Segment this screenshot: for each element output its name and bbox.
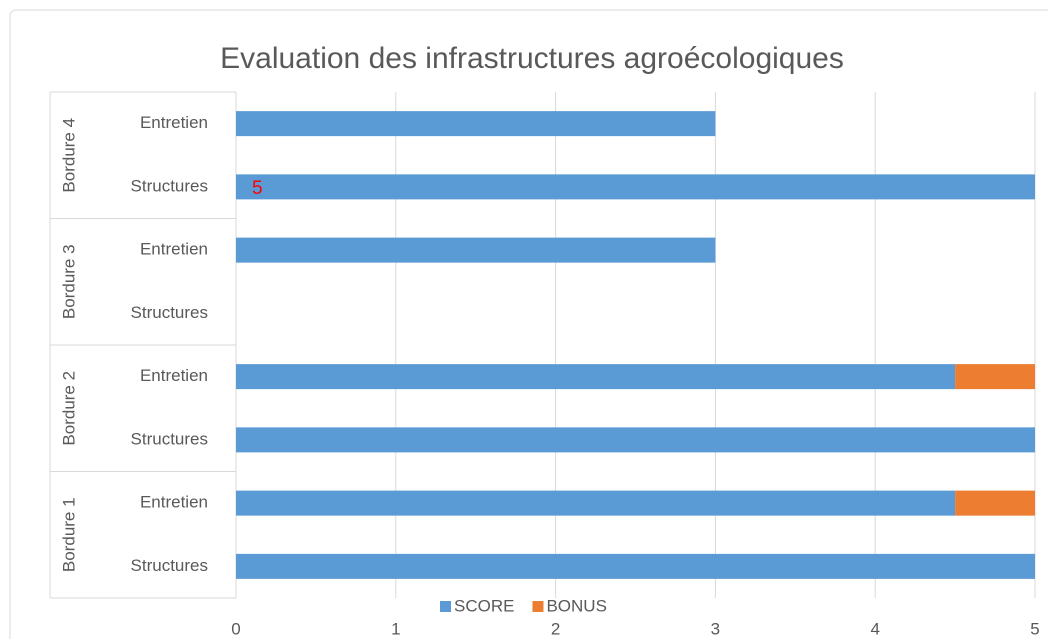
bar <box>236 237 716 263</box>
bar <box>236 111 716 137</box>
x-tick-label: 4 <box>870 619 879 638</box>
chart-border <box>9 9 1048 639</box>
y-tick-label: Structures <box>131 176 208 195</box>
bar <box>236 364 956 390</box>
group-label: Bordure 4 <box>59 118 78 193</box>
y-tick-label: Entretien <box>140 113 208 132</box>
legend-swatch <box>532 601 544 612</box>
bar <box>236 553 1035 579</box>
annotation: 5 <box>252 178 263 199</box>
y-tick-label: Entretien <box>140 493 208 512</box>
bar <box>955 364 1035 390</box>
x-tick-label: 2 <box>551 619 560 638</box>
chart-title: Evaluation des infrastructures agroécolo… <box>220 42 844 75</box>
bar <box>955 490 1035 516</box>
group-label: Bordure 2 <box>59 371 78 446</box>
x-tick-label: 3 <box>711 619 720 638</box>
x-tick-label: 0 <box>231 619 240 638</box>
bar <box>236 174 1035 200</box>
group-label: Bordure 1 <box>59 497 78 572</box>
x-tick-label: 5 <box>1030 619 1039 638</box>
bar <box>236 490 956 516</box>
group-label: Bordure 3 <box>59 244 78 319</box>
y-tick-label: Structures <box>131 429 208 448</box>
legend-swatch <box>440 601 451 612</box>
y-tick-label: Structures <box>131 556 208 575</box>
legend-label: BONUS <box>546 596 606 615</box>
y-tick-label: Entretien <box>140 240 208 259</box>
y-tick-label: Structures <box>131 303 208 322</box>
y-tick-label: Entretien <box>140 366 208 385</box>
x-tick-label: 1 <box>391 619 400 638</box>
bar <box>236 427 1035 453</box>
legend-label: SCORE <box>454 596 514 615</box>
